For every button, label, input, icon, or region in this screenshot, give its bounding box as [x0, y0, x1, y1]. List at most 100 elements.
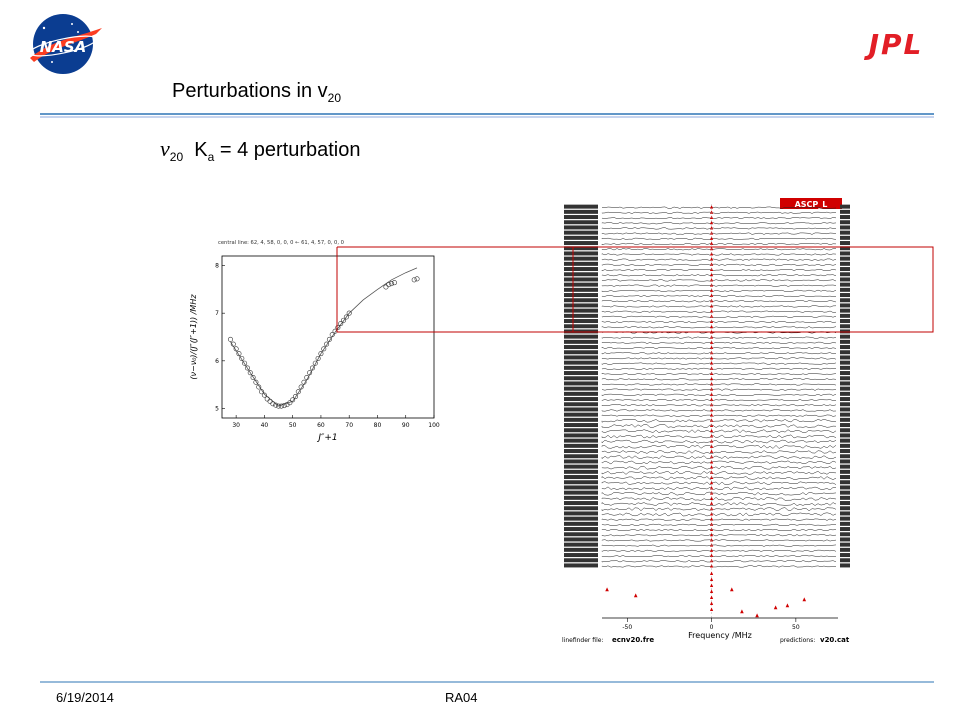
row-label-right: [840, 215, 850, 220]
row-label-left: [564, 501, 598, 506]
fit-curve: [230, 267, 418, 407]
spectrum-row: [601, 232, 837, 235]
row-label-left: [564, 397, 598, 402]
row-label-right: [840, 469, 850, 474]
spectrum-row: [601, 352, 837, 355]
spectrum-row: [601, 211, 837, 214]
data-point: [287, 400, 293, 406]
data-point: [329, 332, 335, 338]
row-label-right: [840, 334, 850, 339]
row-label-left: [564, 428, 598, 433]
spectrum-row: [601, 486, 837, 491]
spectrum-row: [601, 399, 837, 402]
data-point: [290, 397, 296, 403]
spectrum-row: [601, 496, 837, 501]
spectrum-row: [601, 518, 837, 521]
row-label-left: [564, 527, 598, 532]
spectrum-row: [601, 315, 837, 318]
data-point: [391, 280, 397, 286]
ka-subscript: a: [207, 150, 215, 164]
row-label-right: [840, 308, 850, 313]
data-point: [278, 403, 284, 409]
row-label-right: [840, 423, 850, 428]
row-label-right: [840, 563, 850, 568]
data-point: [341, 317, 347, 323]
prediction-marker: [709, 548, 714, 552]
row-label-left: [564, 293, 598, 298]
row-label-left: [564, 365, 598, 370]
linefinder-label: linefinder file:: [562, 637, 603, 644]
spectrum-row: [601, 424, 837, 428]
prediction-marker: [709, 397, 714, 402]
row-label-left: [564, 386, 598, 391]
spectrum-row: [601, 346, 837, 350]
spectrum-row: [601, 217, 837, 220]
row-label-left: [564, 464, 598, 469]
prediction-marker: [709, 571, 714, 575]
row-label-right: [840, 360, 850, 365]
data-point: [244, 365, 250, 371]
spectrum-row: [601, 555, 837, 558]
spectrum-row: [601, 206, 837, 209]
row-label-right: [840, 225, 850, 230]
right-plot: ASCP_L -50 0 50 Frequency /MHz linefinder …: [562, 198, 850, 644]
spectrum-row: [601, 439, 837, 444]
spectrum-row: [601, 320, 837, 324]
spectrum-row: [601, 507, 837, 512]
spectrum-row: [601, 455, 837, 460]
prediction-marker: [709, 381, 714, 386]
spectrum-row: [601, 565, 837, 568]
data-point: [253, 379, 259, 385]
spectrum-row: [601, 331, 837, 334]
spectrum-row: [601, 491, 837, 496]
row-label-right: [840, 209, 850, 214]
data-point: [295, 389, 301, 395]
prediction-marker: [709, 205, 714, 209]
spectrum-row: [601, 470, 837, 475]
left-xtick-label: 70: [345, 422, 353, 429]
row-label-right: [840, 553, 850, 558]
spectrum-row: [601, 429, 837, 434]
title-subscript: 20: [327, 91, 341, 105]
prediction-marker: [709, 532, 714, 537]
spectrum-row: [601, 512, 837, 517]
row-label-left: [564, 230, 598, 235]
prediction-marker: [709, 444, 714, 448]
row-label-right: [840, 303, 850, 308]
row-label-left: [564, 480, 598, 485]
spectrum-row: [601, 560, 837, 563]
row-label-left: [564, 469, 598, 474]
ka-label: K: [194, 139, 208, 161]
row-label-right: [840, 428, 850, 433]
row-label-right: [840, 558, 850, 563]
data-point: [301, 379, 307, 385]
prediction-marker: [709, 241, 714, 246]
spectrum-row: [601, 528, 837, 532]
row-label-left: [564, 454, 598, 459]
prediction-marker: [709, 376, 714, 381]
data-point: [324, 341, 330, 347]
spectrum-row: [601, 284, 837, 287]
row-label-right: [840, 282, 850, 287]
prediction-marker: [633, 593, 638, 598]
footer-code: RA04: [445, 690, 478, 705]
row-label-right: [840, 475, 850, 480]
row-label-left: [564, 235, 598, 240]
row-label-left: [564, 433, 598, 438]
right-xtick-label: 0: [710, 624, 714, 631]
left-ytick-label: 8: [215, 263, 219, 270]
data-point: [318, 351, 324, 357]
row-label-left: [564, 547, 598, 552]
spectrum-row: [601, 242, 837, 246]
left-plot: central line: 62, 4, 58, 0, 0, 0 ← 61, 4…: [189, 240, 440, 443]
nu-subscript: 20: [169, 150, 184, 164]
row-label-right: [840, 464, 850, 469]
row-label-right: [840, 501, 850, 506]
left-ytick-label: 5: [215, 405, 219, 412]
ascp-badge-text: ASCP_L: [795, 200, 828, 209]
row-label-left: [564, 241, 598, 246]
slide-subtitle: ν20 Ka = 4 perturbation: [160, 136, 361, 164]
header-rule: [40, 113, 934, 118]
row-label-left: [564, 220, 598, 225]
